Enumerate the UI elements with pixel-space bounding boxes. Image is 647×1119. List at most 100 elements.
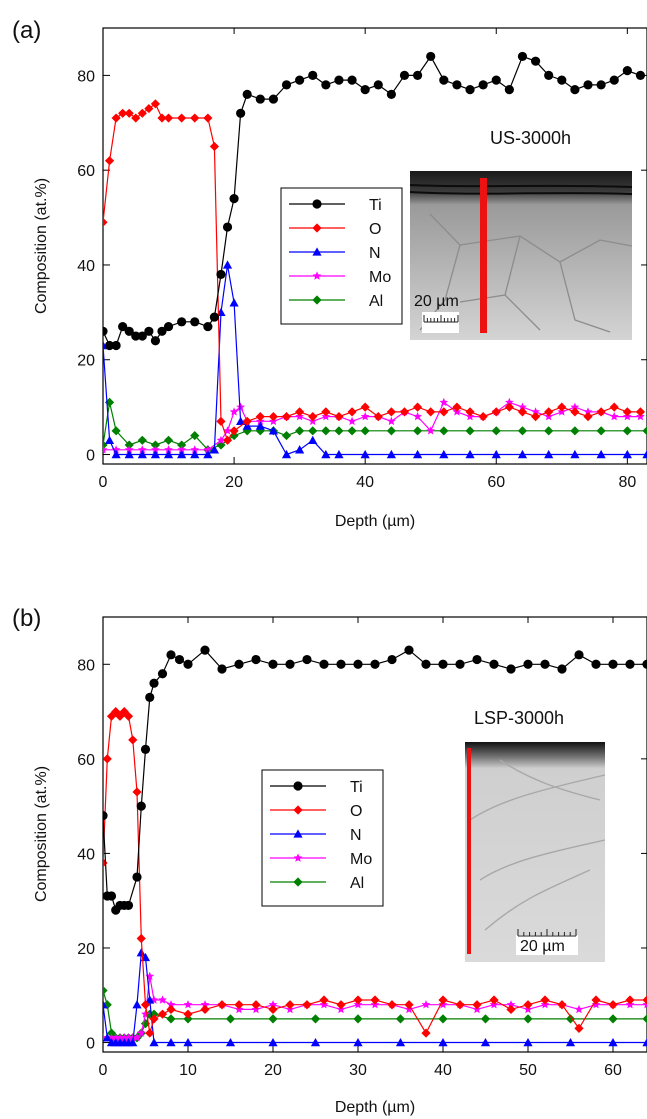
data-point-n [268,426,279,435]
x-tick-label: 80 [618,474,636,491]
data-point-o [302,1000,312,1010]
data-point-o [557,402,567,412]
legend-label-o: O [369,221,381,238]
data-point-al [334,426,344,436]
data-point-o [438,995,448,1005]
data-point-n [150,449,161,459]
scale-bar-b [517,929,577,937]
data-point-ti [386,89,396,99]
legend-label-o: O [350,803,362,820]
data-point-ti [399,70,410,80]
legend-marker-n [293,829,303,838]
data-point-ti [295,75,305,85]
data-point-n [111,449,121,459]
data-point-ti [106,891,117,901]
y-axis-title-b: Composition (at.%) [33,766,50,902]
data-point-ti [124,326,134,336]
data-point-o [157,1009,168,1019]
data-point-ti [216,269,226,280]
data-point-o [540,995,550,1005]
data-point-o [190,113,200,123]
x-tick-label: 40 [356,474,374,491]
data-point-o [426,407,436,417]
y-tick-label: 20 [77,353,95,370]
series-mo [103,971,647,1042]
data-point-o [234,1000,244,1010]
data-point-ti [281,80,292,90]
data-point-ti [111,340,121,351]
data-point-ti [478,80,488,90]
legend-marker-al [312,295,322,305]
data-point-n [177,449,187,459]
data-point-o [145,1028,155,1038]
data-point-o [591,995,601,1005]
data-point-mo [347,416,357,426]
panel-label-b: (b) [12,605,41,632]
series-n [103,948,647,1047]
data-point-n [137,449,147,459]
data-point-n [596,449,606,459]
data-point-o [373,412,383,422]
data-point-n [438,1037,448,1047]
data-point-n [517,449,528,459]
data-point-o [115,711,125,721]
series-o [103,99,646,445]
data-point-o [506,1004,516,1015]
series-ti [103,51,646,351]
series-line-al [103,402,647,451]
data-point-o [504,402,514,412]
data-point-n [608,1037,618,1047]
data-point-n [353,1037,363,1047]
data-point-o [222,435,233,445]
data-point-n [222,260,233,269]
x-tick-label: 10 [179,1062,197,1079]
legend-label-al: Al [350,875,364,892]
data-point-o [308,412,318,422]
data-point-al [438,1014,448,1024]
data-point-al [523,1014,533,1024]
data-point-al [229,430,239,441]
data-point-n [565,1037,576,1047]
data-point-al [565,1014,576,1024]
data-point-o [118,108,128,118]
data-point-mo [642,1000,647,1009]
data-point-mo [124,445,134,454]
data-point-mo [360,412,370,421]
legend-label-n: N [369,245,381,262]
data-point-al [321,426,331,436]
legend-label-mo: Mo [369,269,391,286]
legend-label-ti: Ti [369,197,382,214]
data-point-ti [591,659,601,669]
data-point-n [491,449,501,459]
data-point-o [137,108,147,118]
data-point-mo [574,1004,584,1014]
data-point-o [104,156,115,166]
data-point-o [255,412,265,422]
data-point-n [544,449,554,459]
data-point-o [478,412,488,422]
data-point-mo [158,995,167,1004]
y-axis-title-a: Composition (at.%) [33,178,50,314]
data-point-n [225,1037,236,1047]
data-point-o [123,711,134,721]
data-point-o [334,412,344,422]
data-point-al [295,426,305,436]
data-point-al [216,440,226,450]
data-point-o [608,1000,618,1010]
data-point-ti [426,51,436,62]
data-point-ti [596,80,606,90]
panel-b: (b) 0 20 40 60 80 0 10 20 30 40 50 60 Depth (µm) C… [12,605,647,1116]
data-point-mo [164,445,173,454]
data-point-ti [530,56,541,66]
data-point-ti [523,659,533,669]
data-point-o [203,113,213,123]
data-point-n [268,1037,278,1047]
data-point-al [570,426,580,436]
data-point-al [183,1014,193,1024]
legend-label-mo: Mo [350,851,372,868]
scale-label-b: 20 µm [520,938,565,955]
data-point-mo [138,445,147,454]
data-point-mo [421,1000,431,1009]
data-point-o [439,407,449,417]
data-point-o [200,1004,210,1015]
